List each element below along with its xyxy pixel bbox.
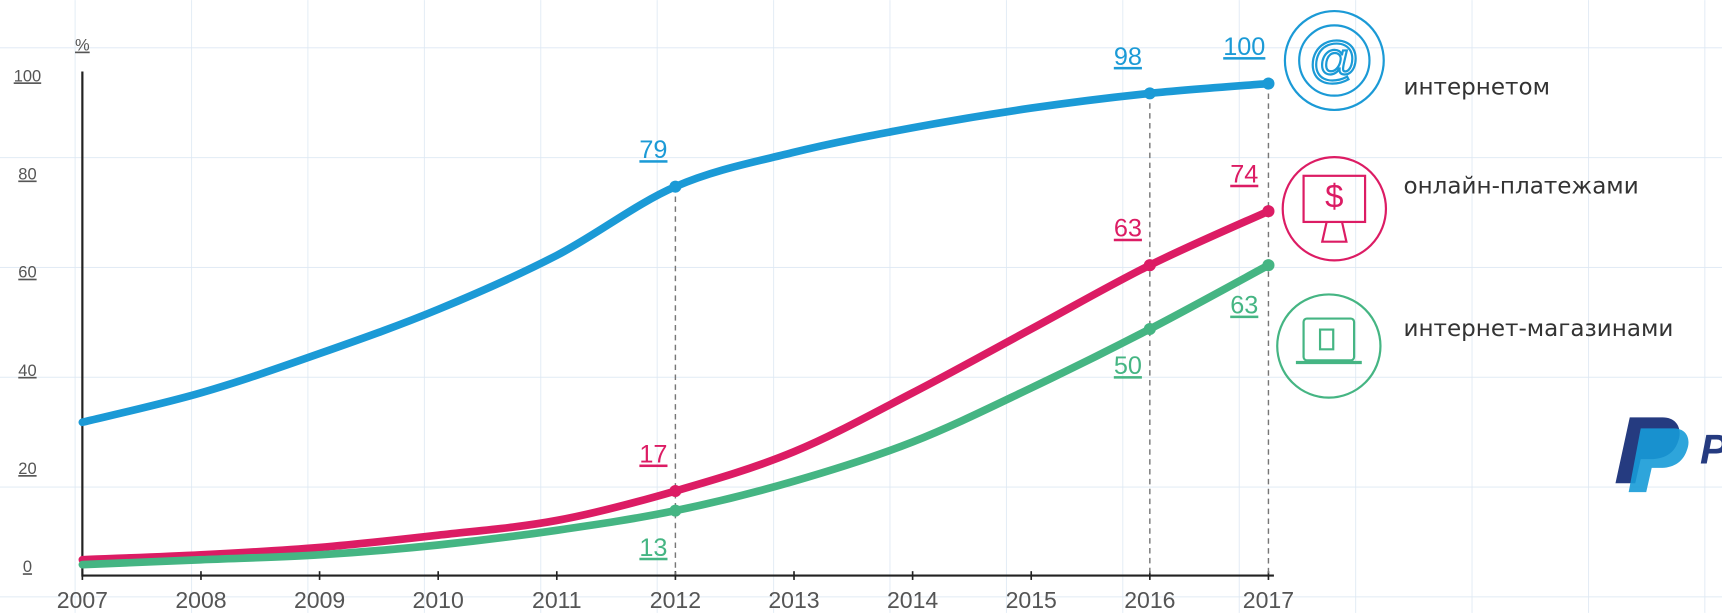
data-point [1143, 87, 1156, 100]
legend-label: интернетом [1404, 74, 1550, 100]
data-point [1262, 205, 1275, 218]
line-series [78, 261, 1273, 569]
x-tick-label: 2011 [532, 587, 582, 613]
x-tick-label: 2010 [413, 587, 464, 613]
y-tick-label: 20 [18, 460, 36, 478]
x-tick-label: 2017 [1243, 587, 1294, 613]
line-series [78, 207, 1273, 564]
y-tick-label: 40 [18, 362, 36, 380]
y-tick-label: 60 [18, 264, 36, 282]
logo-text: P [1700, 426, 1722, 473]
value-label: 74 [1230, 161, 1258, 189]
value-label: 50 [1114, 352, 1142, 380]
value-label: 13 [639, 534, 667, 562]
legend-icons: @ $ [1276, 9, 1388, 399]
value-label: 63 [1114, 215, 1142, 243]
x-tick-label: 2012 [650, 587, 701, 613]
legend-label: интернет-магазинами [1404, 316, 1674, 342]
data-point [1262, 77, 1275, 90]
data-point [669, 180, 682, 193]
value-label: 63 [1230, 292, 1258, 320]
value-label: 17 [639, 441, 667, 469]
x-tick-label: 2014 [887, 587, 938, 613]
data-point [1262, 259, 1275, 272]
logo: P [1615, 417, 1722, 493]
data-point [669, 484, 682, 498]
data-point [1143, 259, 1156, 272]
x-tick-label: 2008 [175, 587, 226, 613]
svg-text:$: $ [1325, 178, 1343, 215]
y-tick-label: 100 [14, 67, 41, 85]
y-tick-label: 0 [23, 558, 32, 576]
y-axis-label: % [75, 37, 90, 55]
svg-text:@: @ [1309, 31, 1360, 88]
x-tick-label: 2007 [57, 587, 108, 613]
x-tick-label: 2015 [1006, 587, 1057, 613]
x-tick-label: 2016 [1124, 587, 1175, 613]
value-label: 98 [1114, 43, 1142, 71]
data-point [1143, 322, 1156, 336]
x-tick-label: 2013 [768, 587, 819, 613]
x-tick-label: 2009 [294, 587, 345, 613]
y-tick-label: 80 [18, 165, 36, 183]
value-label: 100 [1223, 33, 1265, 61]
value-label: 79 [639, 136, 667, 164]
data-point [669, 504, 682, 517]
legend-label: онлайн-платежами [1404, 173, 1639, 199]
